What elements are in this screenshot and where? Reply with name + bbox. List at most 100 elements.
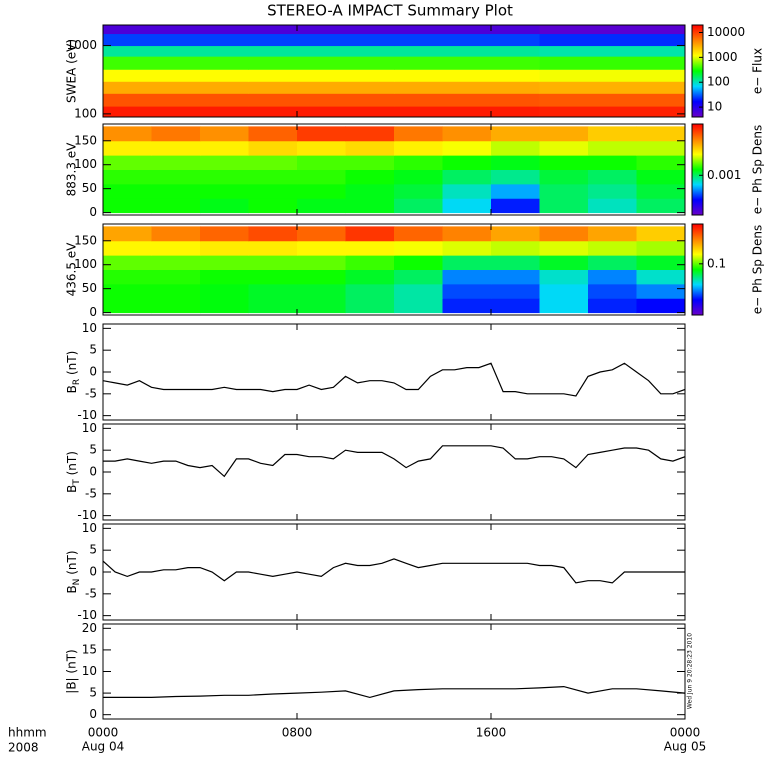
heatmap-cell [588, 269, 637, 285]
heatmap-cell [297, 283, 346, 299]
y-tick-label: 5 [89, 443, 97, 457]
heatmap-cell [394, 25, 540, 35]
y-axis-label: BN (nT) [65, 550, 82, 593]
plot-title: STEREO-A IMPACT Summary Plot [267, 2, 513, 20]
y-tick-label: 20 [82, 621, 97, 635]
colorbar [691, 24, 704, 118]
y-tick-label: -5 [85, 386, 97, 400]
y-label-unit: (nT) [65, 451, 79, 479]
heatmap-cell [103, 298, 152, 314]
y-tick-label: 150 [74, 233, 97, 247]
y-tick-label: 0 [89, 305, 97, 319]
panel-frame [102, 623, 686, 720]
heatmap-cell [442, 255, 492, 270]
y-tick-label: 0 [89, 707, 97, 721]
colorbar-tick-label: 1000 [707, 50, 738, 64]
y-tick-label: 5 [89, 686, 97, 700]
heatmap-cell [103, 45, 249, 57]
heatmap-cell [248, 169, 298, 185]
y-tick-label: 50 [82, 181, 97, 195]
y-tick-label: 150 [74, 133, 97, 147]
heatmap-cell [442, 298, 492, 314]
heatmap-cell [103, 140, 152, 156]
heatmap-cell [103, 93, 249, 107]
heatmap-cell [491, 269, 540, 285]
colorbar-label: e− Ph Sp Dens [751, 225, 765, 314]
heatmap-cell [636, 240, 685, 256]
heatmap-cell [394, 255, 443, 270]
y-tick-label: 15 [82, 642, 97, 656]
heatmap-cell [248, 155, 298, 170]
panel-frame [102, 223, 686, 316]
heatmap-cell [345, 240, 395, 256]
heatmap-cell [345, 298, 395, 314]
panel-heatmap [103, 226, 685, 314]
heatmap-cell [200, 240, 249, 256]
heatmap-cell [345, 226, 395, 242]
y-tick-label: 10 [82, 421, 97, 435]
y-tick-label: 1000 [66, 38, 97, 52]
heatmap-cell [442, 240, 492, 256]
heatmap-cell [491, 183, 540, 199]
heatmap-cell [151, 183, 201, 199]
heatmap-cell [297, 226, 346, 242]
y-label-unit: (nT) [65, 550, 79, 578]
colorbar [691, 123, 704, 216]
heatmap-cell [248, 226, 298, 242]
heatmap-cell [103, 25, 249, 35]
y-label-base: B [65, 485, 79, 493]
heatmap-cell [588, 298, 637, 314]
heatmap-cell [539, 298, 589, 314]
heatmap-cell [539, 81, 685, 94]
heatmap-cell [636, 183, 685, 199]
heatmap-cell [539, 33, 685, 47]
heatmap-cell [539, 183, 589, 199]
heatmap-cell [151, 155, 201, 170]
heatmap-cell [248, 198, 298, 214]
y-tick-label: -5 [85, 586, 97, 600]
heatmap-cell [636, 140, 685, 156]
heatmap-cell [442, 155, 492, 170]
heatmap-cell [636, 255, 685, 270]
panel-frame [102, 523, 686, 621]
heatmap-cell [636, 155, 685, 170]
y-tick-label: -10 [77, 408, 97, 422]
heatmap-cell [539, 155, 589, 170]
heatmap-cell [394, 155, 443, 170]
heatmap-cell [394, 226, 443, 242]
heatmap-cell [394, 56, 540, 70]
heatmap-cell [588, 226, 637, 242]
x-tick-label: 0000 [88, 726, 119, 740]
heatmap-cell [345, 126, 395, 142]
heatmap-cell [103, 69, 249, 82]
heatmap-cell [103, 126, 152, 142]
heatmap-cell [151, 255, 201, 270]
heatmap-cell [200, 126, 249, 142]
heatmap-cell [588, 240, 637, 256]
heatmap-cell [442, 126, 492, 142]
heatmap-cell [297, 298, 346, 314]
y-axis-label: BT (nT) [65, 451, 82, 493]
heatmap-cell [345, 183, 395, 199]
data-line [103, 685, 685, 699]
heatmap-cell [297, 169, 346, 185]
panel-frame [102, 24, 686, 118]
heatmap-cell [248, 25, 395, 35]
date-label: Aug 04 [82, 740, 125, 754]
heatmap-cell [394, 198, 443, 214]
heatmap-cell [394, 269, 443, 285]
y-axis-label: 883.3 eV [65, 142, 79, 197]
heatmap-cell [539, 69, 685, 82]
heatmap-cell [151, 169, 201, 185]
heatmap-cell [200, 198, 249, 214]
heatmap-cell [539, 240, 589, 256]
heatmap-cell [491, 298, 540, 314]
heatmap-cell [200, 169, 249, 185]
panel-heatmap [103, 25, 685, 117]
heatmap-cell [345, 283, 395, 299]
panel-frame [102, 423, 686, 521]
heatmap-cell [248, 183, 298, 199]
heatmap-cell [539, 140, 589, 156]
heatmap-cell [588, 140, 637, 156]
heatmap-cell [491, 169, 540, 185]
